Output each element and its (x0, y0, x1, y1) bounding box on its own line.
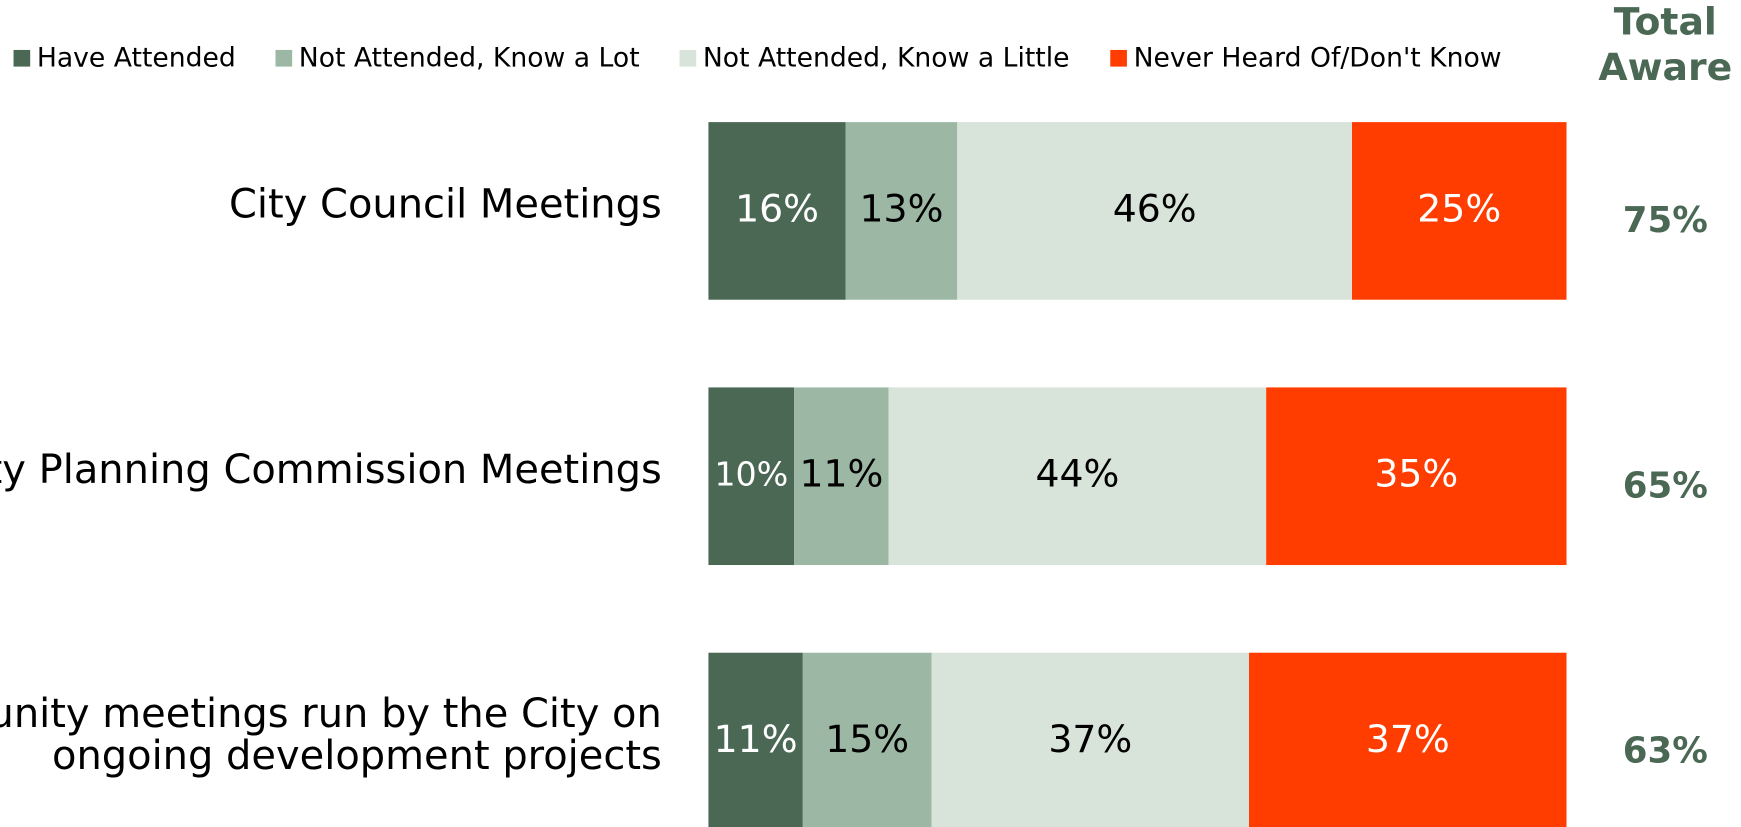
bar-segment (1266, 387, 1567, 566)
bar-label: 35% (1374, 452, 1458, 496)
total-label: 63% (1623, 731, 1708, 772)
bar-label: 37% (1366, 717, 1450, 761)
bar-label: 46% (1113, 186, 1197, 230)
legend-label: Never Heard Of/Don't Know (1134, 42, 1502, 73)
category-label: ongoing development projects (52, 733, 662, 779)
bar-label: 15% (825, 717, 909, 761)
bar-segment (931, 652, 1250, 827)
legend-swatch (1110, 49, 1127, 67)
bar-label: 13% (860, 186, 944, 230)
bar-segment (708, 652, 803, 827)
bar-segment (794, 387, 889, 566)
bar-label: 25% (1417, 186, 1501, 230)
bar-segment (957, 122, 1352, 300)
total-header-box: Total Aware (1598, 0, 1733, 90)
total-header: Total Aware (1598, 0, 1733, 90)
legend-swatch (13, 49, 31, 67)
bar-segment (888, 387, 1267, 566)
bar-segment (1351, 122, 1567, 300)
category-label: City Council Meetings (229, 181, 662, 227)
legend-swatch (679, 49, 697, 67)
bar-label: 10% (714, 455, 788, 494)
legend-label: Not Attended, Know a Lot (299, 42, 640, 73)
bar-segment (708, 122, 846, 300)
legend-label: Not Attended, Know a Little (703, 42, 1070, 73)
bar-label: 37% (1048, 717, 1132, 761)
bar-label: 11% (714, 717, 798, 761)
total-label: 65% (1623, 465, 1708, 506)
legend-label: Have Attended (37, 42, 236, 73)
bar-segment (1249, 652, 1567, 827)
bar-segment (708, 387, 795, 566)
category-label: Community meetings run by the City on (0, 691, 662, 737)
total-label: 75% (1623, 200, 1708, 241)
bar-segment (802, 652, 932, 827)
bar-label: 11% (799, 452, 883, 496)
bar-label: 44% (1035, 452, 1119, 496)
legend-swatch (275, 49, 293, 67)
bar-label: 16% (735, 186, 819, 230)
category-label: City Planning Commission Meetings (0, 447, 662, 493)
bar-segment (845, 122, 958, 300)
